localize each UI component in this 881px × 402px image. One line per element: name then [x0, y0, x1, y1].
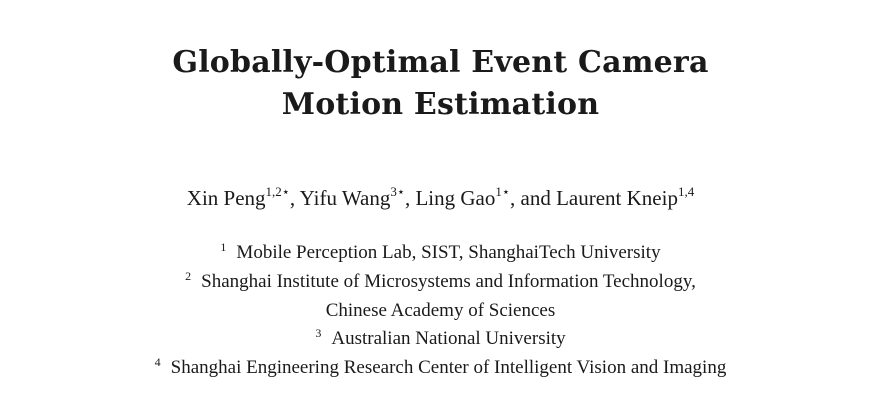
author-affiliation-marks: 3⋆ [390, 184, 405, 199]
title-line-2: Motion Estimation [281, 87, 600, 122]
author-affiliation-marks: 1,4 [677, 184, 695, 199]
paper-title: Globally-Optimal Event Camera Motion Est… [0, 42, 881, 126]
author-name: Ling Gao [415, 186, 496, 210]
author-name: Laurent Kneip [556, 186, 678, 210]
affiliation-number: 4 [154, 355, 161, 369]
affiliation-text: Shanghai Institute of Microsystems and I… [201, 271, 696, 292]
affiliation-text: Chinese Academy of Sciences [325, 300, 556, 321]
affiliation-4: 4 Shanghai Engineering Research Center of… [0, 354, 881, 383]
affiliation-text: Shanghai Engineering Research Center of … [170, 357, 727, 378]
affiliation-text: Australian National University [331, 328, 566, 349]
author-list: Xin Peng1,2⋆, Yifu Wang3⋆, Ling Gao1⋆, a… [0, 184, 881, 215]
affiliation-text: Mobile Perception Lab, SIST, ShanghaiTec… [236, 242, 661, 263]
author-name: Xin Peng [186, 186, 266, 210]
affiliation-number: 2 [185, 269, 192, 283]
affiliation-3: 3 Australian National University [0, 325, 881, 354]
author-affiliation-marks: 1⋆ [495, 184, 511, 199]
affiliation-number: 3 [315, 326, 322, 340]
affiliation-2: 2 Shanghai Institute of Microsystems and … [0, 268, 881, 297]
affiliation-1: 1 Mobile Perception Lab, SIST, ShanghaiTe… [0, 239, 881, 268]
author-separator: , and [510, 186, 557, 210]
title-line-1: Globally-Optimal Event Camera [172, 45, 709, 80]
author-name: Yifu Wang [299, 186, 391, 210]
affiliation-number: 1 [220, 240, 227, 254]
affiliation-2-continued: Chinese Academy of Sciences [0, 297, 881, 325]
affiliation-list: 1 Mobile Perception Lab, SIST, ShanghaiTe… [0, 239, 881, 383]
author-separator: , [404, 186, 416, 210]
author-separator: , [289, 186, 300, 210]
author-affiliation-marks: 1,2⋆ [265, 184, 290, 199]
